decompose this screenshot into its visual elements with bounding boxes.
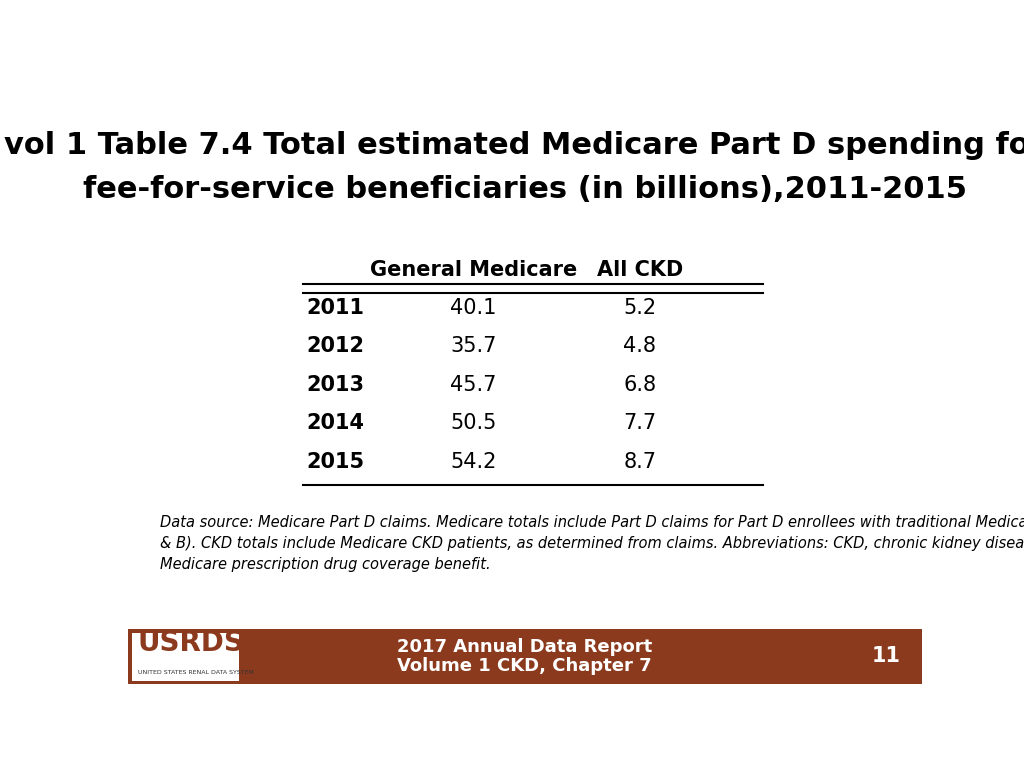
Text: 2012: 2012 <box>306 336 365 356</box>
Text: 2014: 2014 <box>306 413 365 433</box>
Text: 5.2: 5.2 <box>624 298 656 318</box>
Text: USRDS: USRDS <box>137 629 245 657</box>
Text: 2017 Annual Data Report: 2017 Annual Data Report <box>397 638 652 656</box>
FancyBboxPatch shape <box>132 634 240 680</box>
Text: UNITED STATES RENAL DATA SYSTEM: UNITED STATES RENAL DATA SYSTEM <box>137 670 253 675</box>
Text: 2011: 2011 <box>306 298 365 318</box>
Text: 11: 11 <box>871 647 900 667</box>
Text: All CKD: All CKD <box>597 260 683 280</box>
Text: vol 1 Table 7.4 Total estimated Medicare Part D spending for: vol 1 Table 7.4 Total estimated Medicare… <box>4 131 1024 160</box>
Text: 8.7: 8.7 <box>624 452 656 472</box>
FancyBboxPatch shape <box>128 629 922 684</box>
Text: 54.2: 54.2 <box>450 452 497 472</box>
Text: Volume 1 CKD, Chapter 7: Volume 1 CKD, Chapter 7 <box>397 657 652 675</box>
Text: 2013: 2013 <box>306 375 365 395</box>
Text: 50.5: 50.5 <box>450 413 497 433</box>
Text: 45.7: 45.7 <box>450 375 497 395</box>
Text: Data source: Medicare Part D claims. Medicare totals include Part D claims for P: Data source: Medicare Part D claims. Med… <box>160 515 1024 572</box>
Text: 6.8: 6.8 <box>624 375 656 395</box>
Text: fee-for-service beneficiaries (in billions),2011-2015: fee-for-service beneficiaries (in billio… <box>83 175 967 204</box>
Text: 35.7: 35.7 <box>450 336 497 356</box>
Text: 4.8: 4.8 <box>624 336 656 356</box>
Text: 40.1: 40.1 <box>450 298 497 318</box>
Text: General Medicare: General Medicare <box>370 260 577 280</box>
Text: 2015: 2015 <box>306 452 365 472</box>
Text: 7.7: 7.7 <box>624 413 656 433</box>
